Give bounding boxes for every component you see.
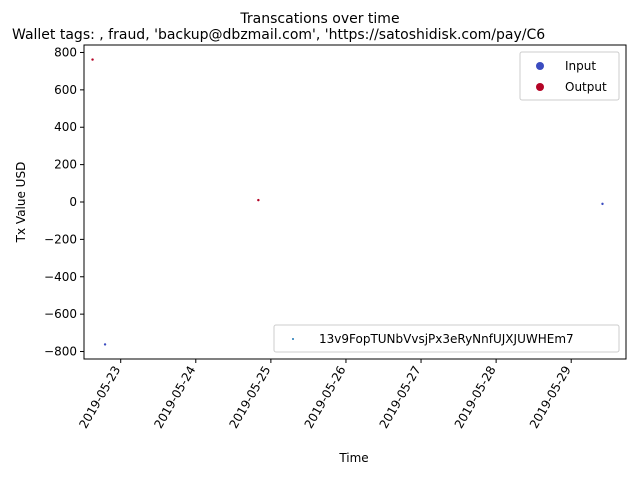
legend-series-frame xyxy=(519,51,620,101)
data-point-input xyxy=(601,202,604,206)
x-tick-label: 2019-05-23 xyxy=(76,364,123,431)
data-point-output xyxy=(257,198,260,202)
x-tick-label: 2019-05-27 xyxy=(377,364,424,431)
chart-title: Transcations over time xyxy=(239,11,399,27)
y-tick-label: −400 xyxy=(44,270,77,284)
x-tick-label: 2019-05-25 xyxy=(226,364,273,431)
y-tick-label: 200 xyxy=(54,158,77,172)
legend-wallet-marker xyxy=(292,338,294,340)
chart-subtitle: Wallet tags: , fraud, 'backup@dbzmail.co… xyxy=(12,27,545,43)
x-axis: 2019-05-23 2019-05-24 2019-05-25 2019-05-26… xyxy=(76,359,574,431)
data-points xyxy=(91,58,604,346)
x-tick-label: 2019-05-28 xyxy=(452,364,499,431)
legend-wallet: 13v9FopTUNbVvsjPx3eRyNnfUJXJUWHEm7 xyxy=(273,324,620,353)
y-tick-label: −600 xyxy=(44,307,77,321)
data-point-output xyxy=(91,58,94,61)
legend-series: Input Output xyxy=(519,51,620,101)
x-tick-label: 2019-05-24 xyxy=(151,364,198,431)
x-tick-label: 2019-05-29 xyxy=(527,364,574,431)
data-point-input xyxy=(103,343,107,346)
x-tick-label: 2019-05-26 xyxy=(302,364,349,431)
y-tick-label: −800 xyxy=(44,345,77,359)
x-axis-label: Time xyxy=(338,451,368,465)
legend-output-marker xyxy=(536,83,544,91)
legend-input-label: Input xyxy=(565,59,596,73)
legend-wallet-frame xyxy=(273,324,620,353)
y-axis: 800 600 400 200 0 −200 −400 −600 −800 xyxy=(44,45,84,359)
y-tick-label: 400 xyxy=(54,120,77,134)
y-tick-label: 800 xyxy=(54,45,77,59)
legend-output-label: Output xyxy=(565,80,607,94)
legend-wallet-label: 13v9FopTUNbVvsjPx3eRyNnfUJXJUWHEm7 xyxy=(319,332,574,346)
y-tick-label: 600 xyxy=(54,83,77,97)
y-tick-label: 0 xyxy=(69,195,77,209)
y-tick-label: −200 xyxy=(44,232,77,246)
y-axis-label: Tx Value USD xyxy=(14,162,28,244)
legend-input-marker xyxy=(536,62,544,70)
